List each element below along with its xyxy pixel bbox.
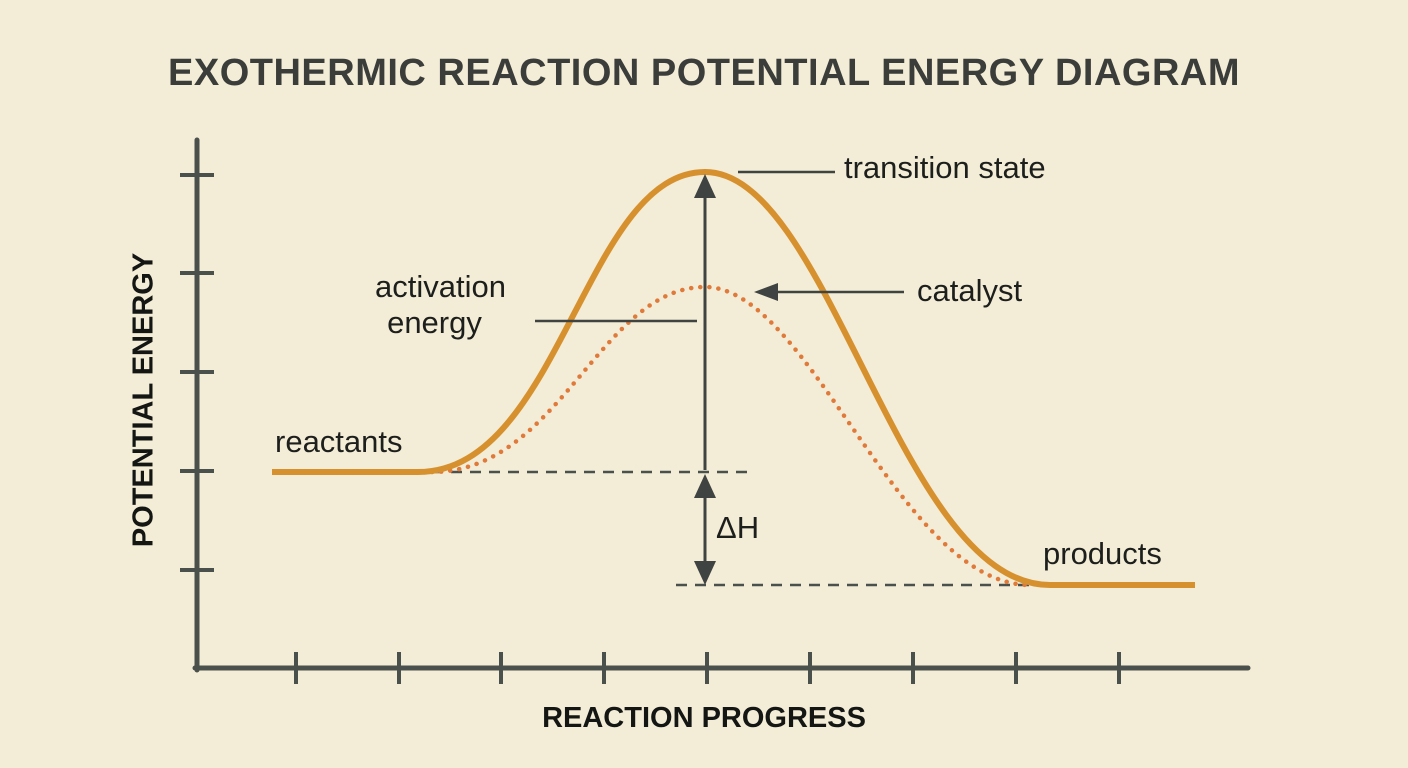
- y-axis-label: POTENTIAL ENERGY: [127, 252, 160, 548]
- transition-state-label: transition state: [844, 150, 1046, 185]
- catalyst-pointer-arrow: [754, 283, 904, 301]
- x-ticks: [294, 652, 1121, 684]
- delta-h-arrow: [694, 474, 716, 585]
- activation-energy-label: activation energy: [375, 269, 506, 341]
- reactants-label: reactants: [275, 424, 403, 459]
- diagram-title: EXOTHERMIC REACTION POTENTIAL ENERGY DIA…: [168, 52, 1240, 94]
- products-label: products: [1043, 536, 1162, 571]
- activation-energy-label-line1: activation: [375, 269, 506, 304]
- delta-h-label: ΔH: [716, 510, 760, 545]
- activation-energy-label-line2: energy: [387, 305, 482, 340]
- catalyst-label: catalyst: [917, 273, 1023, 308]
- x-axis-label: REACTION PROGRESS: [542, 702, 866, 734]
- activation-energy-arrow: [694, 174, 716, 470]
- y-ticks: [180, 173, 214, 572]
- uncatalyzed-curve: [272, 168, 1195, 588]
